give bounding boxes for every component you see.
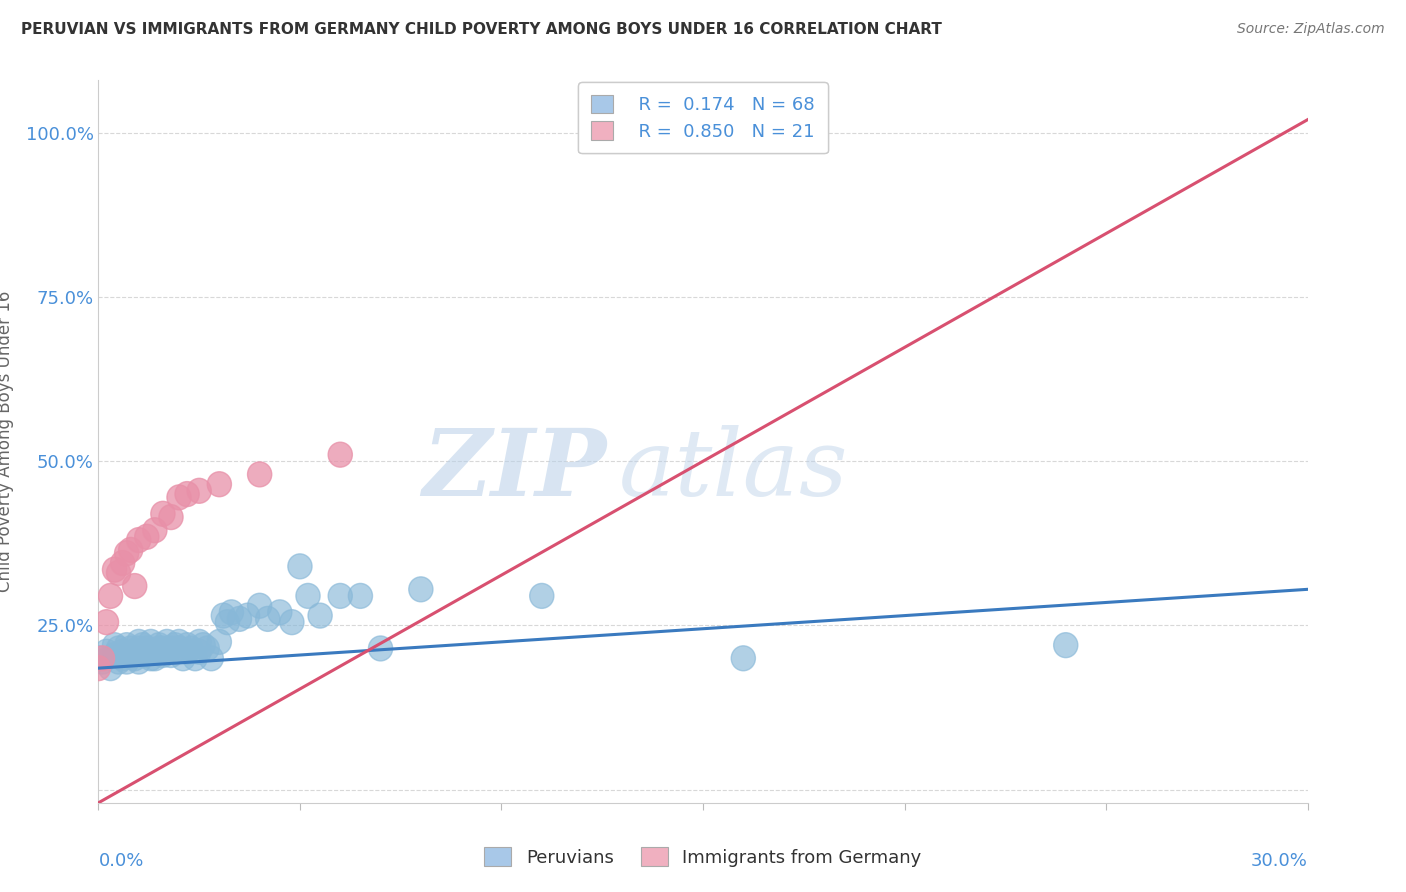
Ellipse shape bbox=[131, 632, 155, 657]
Text: Source: ZipAtlas.com: Source: ZipAtlas.com bbox=[1237, 22, 1385, 37]
Ellipse shape bbox=[118, 538, 143, 562]
Text: 0.0%: 0.0% bbox=[98, 852, 143, 870]
Ellipse shape bbox=[167, 630, 191, 655]
Ellipse shape bbox=[308, 603, 332, 628]
Ellipse shape bbox=[122, 574, 146, 599]
Ellipse shape bbox=[247, 593, 271, 618]
Ellipse shape bbox=[90, 646, 114, 671]
Ellipse shape bbox=[114, 649, 139, 674]
Text: PERUVIAN VS IMMIGRANTS FROM GERMANY CHILD POVERTY AMONG BOYS UNDER 16 CORRELATIO: PERUVIAN VS IMMIGRANTS FROM GERMANY CHIL… bbox=[21, 22, 942, 37]
Ellipse shape bbox=[127, 636, 150, 661]
Ellipse shape bbox=[111, 550, 135, 575]
Ellipse shape bbox=[122, 646, 146, 671]
Ellipse shape bbox=[127, 527, 150, 552]
Ellipse shape bbox=[328, 442, 353, 467]
Ellipse shape bbox=[530, 583, 554, 608]
Ellipse shape bbox=[143, 646, 167, 671]
Text: 30.0%: 30.0% bbox=[1251, 852, 1308, 870]
Ellipse shape bbox=[167, 636, 191, 661]
Ellipse shape bbox=[267, 599, 292, 624]
Ellipse shape bbox=[135, 636, 159, 661]
Ellipse shape bbox=[328, 583, 353, 608]
Legend:   R =  0.174   N = 68,   R =  0.850   N = 21: R = 0.174 N = 68, R = 0.850 N = 21 bbox=[578, 82, 828, 153]
Ellipse shape bbox=[135, 640, 159, 665]
Ellipse shape bbox=[731, 646, 755, 671]
Ellipse shape bbox=[200, 646, 224, 671]
Ellipse shape bbox=[349, 583, 373, 608]
Y-axis label: Child Poverty Among Boys Under 16: Child Poverty Among Boys Under 16 bbox=[0, 291, 14, 592]
Ellipse shape bbox=[90, 649, 114, 674]
Ellipse shape bbox=[146, 632, 172, 657]
Ellipse shape bbox=[159, 642, 183, 667]
Ellipse shape bbox=[122, 640, 146, 665]
Ellipse shape bbox=[131, 642, 155, 667]
Text: atlas: atlas bbox=[619, 425, 848, 516]
Ellipse shape bbox=[107, 560, 131, 585]
Ellipse shape bbox=[191, 632, 215, 657]
Ellipse shape bbox=[207, 472, 232, 497]
Ellipse shape bbox=[172, 646, 195, 671]
Ellipse shape bbox=[143, 640, 167, 665]
Ellipse shape bbox=[155, 630, 179, 655]
Ellipse shape bbox=[207, 630, 232, 655]
Ellipse shape bbox=[159, 636, 183, 661]
Ellipse shape bbox=[86, 656, 111, 681]
Ellipse shape bbox=[174, 482, 200, 507]
Ellipse shape bbox=[107, 636, 131, 661]
Ellipse shape bbox=[235, 603, 260, 628]
Ellipse shape bbox=[150, 636, 174, 661]
Ellipse shape bbox=[143, 517, 167, 542]
Ellipse shape bbox=[247, 462, 271, 487]
Ellipse shape bbox=[118, 642, 143, 667]
Ellipse shape bbox=[146, 636, 172, 661]
Ellipse shape bbox=[86, 646, 111, 671]
Ellipse shape bbox=[280, 610, 304, 634]
Ellipse shape bbox=[187, 630, 211, 655]
Ellipse shape bbox=[1053, 632, 1078, 657]
Ellipse shape bbox=[215, 610, 239, 634]
Ellipse shape bbox=[135, 524, 159, 549]
Ellipse shape bbox=[409, 577, 433, 602]
Ellipse shape bbox=[211, 603, 235, 628]
Ellipse shape bbox=[103, 558, 127, 582]
Ellipse shape bbox=[155, 640, 179, 665]
Ellipse shape bbox=[195, 636, 219, 661]
Ellipse shape bbox=[187, 640, 211, 665]
Ellipse shape bbox=[219, 599, 243, 624]
Ellipse shape bbox=[107, 649, 131, 674]
Ellipse shape bbox=[368, 636, 392, 661]
Ellipse shape bbox=[103, 642, 127, 667]
Ellipse shape bbox=[150, 642, 174, 667]
Ellipse shape bbox=[103, 632, 127, 657]
Ellipse shape bbox=[118, 636, 143, 661]
Ellipse shape bbox=[139, 630, 163, 655]
Ellipse shape bbox=[295, 583, 321, 608]
Ellipse shape bbox=[111, 646, 135, 671]
Ellipse shape bbox=[163, 632, 187, 657]
Ellipse shape bbox=[288, 554, 312, 579]
Legend: Peruvians, Immigrants from Germany: Peruvians, Immigrants from Germany bbox=[477, 840, 929, 874]
Ellipse shape bbox=[228, 607, 252, 632]
Ellipse shape bbox=[187, 478, 211, 503]
Ellipse shape bbox=[179, 636, 204, 661]
Ellipse shape bbox=[167, 485, 191, 510]
Ellipse shape bbox=[114, 632, 139, 657]
Ellipse shape bbox=[159, 505, 183, 530]
Text: ZIP: ZIP bbox=[422, 425, 606, 516]
Ellipse shape bbox=[98, 583, 122, 608]
Ellipse shape bbox=[114, 541, 139, 566]
Ellipse shape bbox=[98, 656, 122, 681]
Ellipse shape bbox=[174, 640, 200, 665]
Ellipse shape bbox=[127, 649, 150, 674]
Ellipse shape bbox=[127, 630, 150, 655]
Ellipse shape bbox=[183, 646, 207, 671]
Ellipse shape bbox=[94, 640, 118, 665]
Ellipse shape bbox=[139, 646, 163, 671]
Ellipse shape bbox=[94, 610, 118, 634]
Ellipse shape bbox=[256, 607, 280, 632]
Ellipse shape bbox=[150, 501, 174, 526]
Ellipse shape bbox=[111, 640, 135, 665]
Ellipse shape bbox=[174, 632, 200, 657]
